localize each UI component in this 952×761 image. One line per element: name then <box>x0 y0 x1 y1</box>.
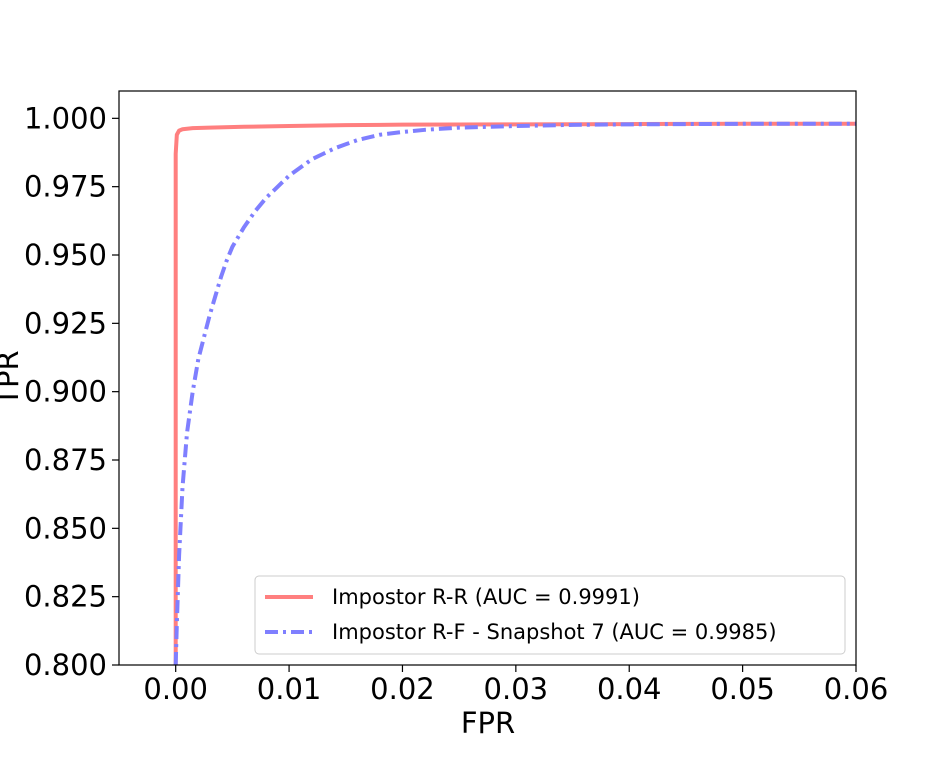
legend-label-rf: Impostor R-F - Snapshot 7 (AUC = 0.9985) <box>332 620 777 644</box>
x-tick-label: 0.03 <box>484 672 549 706</box>
x-tick-label: 0.06 <box>824 672 889 706</box>
y-ticks: 0.800 0.825 0.850 0.875 0.900 0.925 0.950 0.975… <box>24 101 119 682</box>
y-tick-label: 0.975 <box>24 170 107 204</box>
legend-box <box>254 575 846 655</box>
y-axis-label: TPR <box>0 350 25 406</box>
x-tick-label: 0.01 <box>257 672 322 706</box>
series-line-1 <box>173 121 856 665</box>
x-tick-label: 0.04 <box>597 672 662 706</box>
plot-frame <box>118 90 857 666</box>
x-tick-label: 0.00 <box>143 672 208 706</box>
x-ticks: 0.00 0.01 0.02 0.03 0.04 0.05 0.06 <box>143 665 888 706</box>
legend-label-rr: Impostor R-R (AUC = 0.9991) <box>332 585 640 609</box>
x-tick-label: 0.05 <box>710 672 775 706</box>
y-tick-label: 0.925 <box>24 306 107 340</box>
y-tick-label: 0.825 <box>24 580 107 614</box>
y-tick-label: 1.000 <box>24 101 107 135</box>
series-layer <box>173 121 856 665</box>
legend: Impostor R-R (AUC = 0.9991) Impostor R-F… <box>254 575 846 655</box>
x-tick-label: 0.02 <box>370 672 435 706</box>
y-tick-label: 0.900 <box>24 375 107 409</box>
y-tick-label: 0.800 <box>24 648 107 682</box>
y-tick-label: 0.875 <box>24 443 107 477</box>
y-tick-label: 0.950 <box>24 238 107 272</box>
series-line-0 <box>173 121 856 665</box>
y-tick-label: 0.850 <box>24 511 107 545</box>
x-axis-label: FPR <box>461 706 515 740</box>
